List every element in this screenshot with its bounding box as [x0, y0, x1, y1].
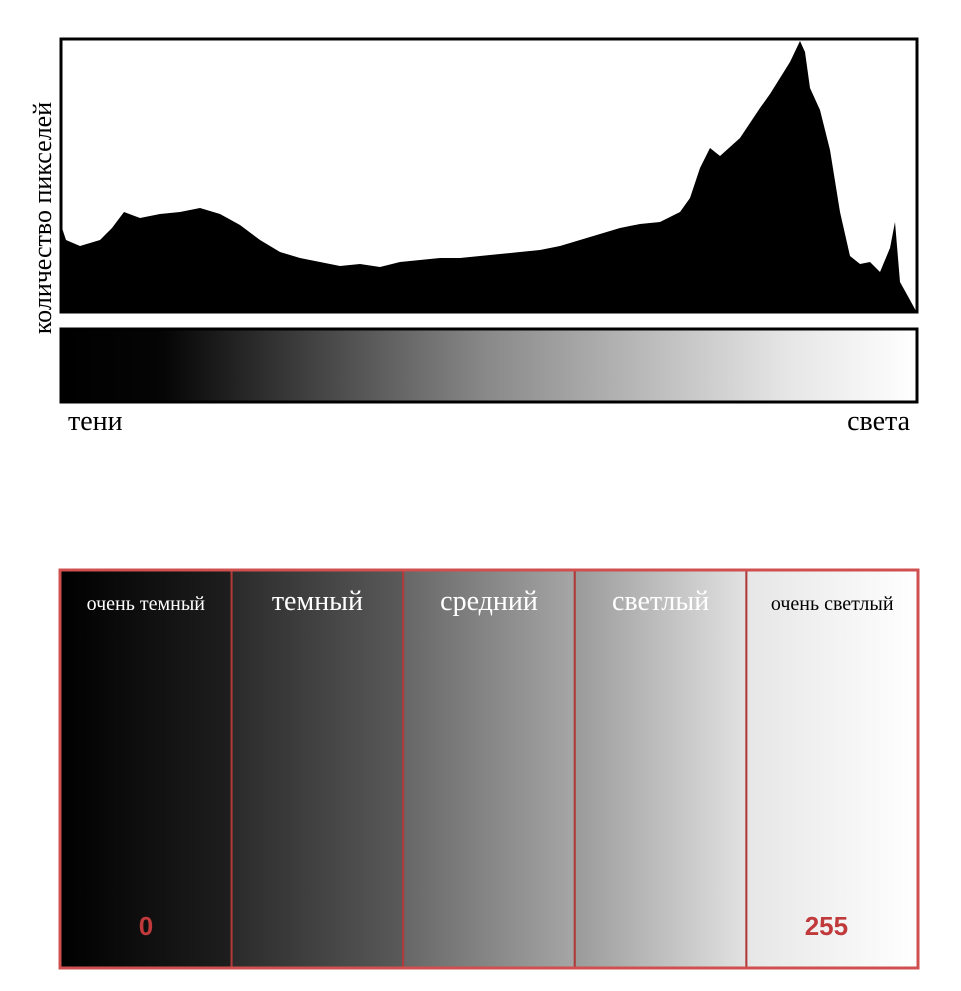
zone-label: темный	[272, 586, 363, 617]
zone-label: светлый	[612, 586, 709, 617]
zone	[402, 569, 576, 969]
zone-label: очень темный	[87, 593, 206, 615]
zone-label: средний	[440, 586, 538, 617]
zone	[59, 569, 233, 969]
zone-value: 0	[139, 911, 153, 941]
y-axis-label: количество пикселей	[28, 102, 57, 334]
zones-frame	[58, 568, 920, 970]
tone-bar	[59, 327, 919, 404]
zone-label: очень светлый	[771, 593, 894, 615]
shadows-label: тени	[68, 406, 123, 437]
zone-value: 255	[805, 911, 848, 941]
zone	[745, 569, 920, 969]
highlights-label: света	[847, 406, 910, 437]
zones: очень темный 0 темный средний светлый очень с…	[59, 569, 920, 969]
zone	[230, 569, 405, 969]
zone	[573, 569, 748, 969]
histogram-shape	[62, 41, 916, 311]
